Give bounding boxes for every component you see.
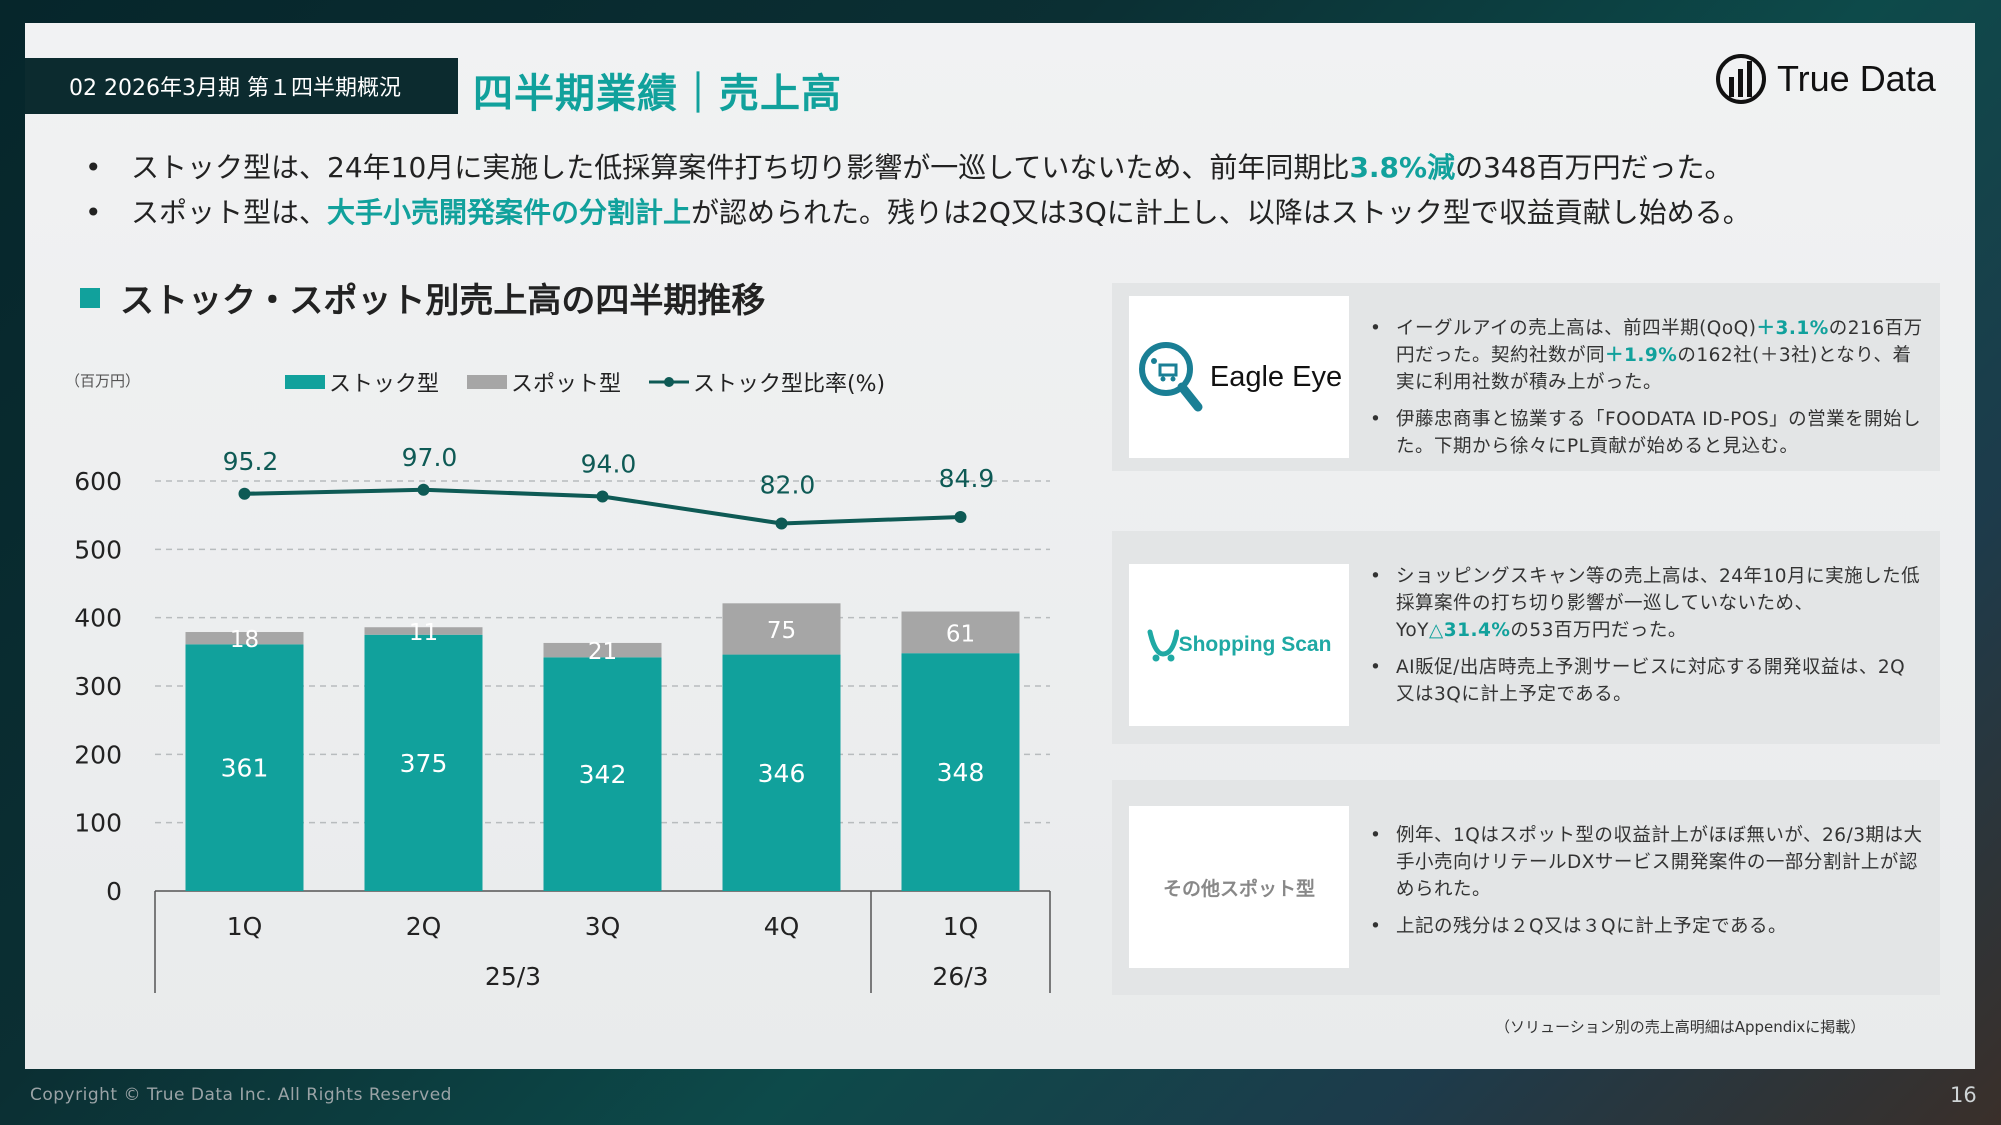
slide: 02 2026年3月期 第１四半期概況 四半期業績｜売上高 True Data … — [25, 23, 1975, 1069]
ratio-point — [596, 490, 609, 503]
y-tick-label: 500 — [74, 535, 122, 564]
revenue-chart: 0 100 200 300 400 500 600 361 18 1Q 375 11 2Q 342 21 3Q… — [74, 443, 1051, 993]
ratio-point — [417, 483, 430, 496]
card-bullet: 伊藤忠商事と協業する「FOODATA ID-POS」の営業を開始した。下期から徐… — [1364, 406, 1924, 460]
stock-value-label: 346 — [758, 759, 806, 788]
x-group-label: 25/3 — [485, 962, 541, 991]
spot-value-label: 75 — [767, 618, 796, 644]
logo-text: True Data — [1777, 58, 1936, 99]
ratio-value-label: 84.9 — [939, 464, 995, 493]
card-bullet: 上記の残分は２Q又は３Qに計上予定である。 — [1364, 913, 1924, 940]
x-tick-label: 3Q — [585, 912, 621, 941]
x-group-label: 26/3 — [932, 962, 988, 991]
bar-stock — [364, 634, 483, 891]
page-number: 16 — [1950, 1083, 1977, 1107]
x-tick-label: 1Q — [943, 912, 979, 941]
company-logo: True Data — [1715, 53, 1936, 105]
y-tick-label: 0 — [106, 877, 122, 906]
shopping-scan-logo: Shopping Scan — [1129, 564, 1349, 726]
y-tick-label: 200 — [74, 740, 122, 769]
ratio-value-label: 94.0 — [581, 450, 637, 479]
bar-spot — [901, 611, 1020, 654]
bar-spot — [185, 632, 304, 645]
bullet-text: AI販促/出店時売上予測サービスに対応する開発収益は、2Q又は3Qに計上予定であ… — [1396, 657, 1906, 705]
card-shopping-scan: Shopping Scan ショッピングスキャン等の売上高は、24年10月に実施… — [1112, 531, 1940, 744]
other-spot-label-box: その他スポット型 — [1129, 806, 1349, 968]
highlight-text: ＋1.9% — [1605, 345, 1678, 366]
bullet-text: 例年、1Qはスポット型の収益計上がほぼ無いが、26/3期は大手小売向けリテールD… — [1396, 825, 1923, 900]
heading-square-icon — [80, 287, 100, 308]
bar-spot — [364, 627, 483, 635]
bullet-text: の162社(＋3社)となり、着実に利用社数が積み上がった。 — [1396, 345, 1912, 393]
summary-item: スポット型は、大手小売開発案件の分割計上が認められた。残りは2Q又は3Qに計上し… — [85, 190, 1751, 235]
summary-item: ストック型は、24年10月に実施した低採算案件打ち切り影響が一巡していないため、… — [85, 145, 1751, 190]
ratio-value-label: 95.2 — [223, 447, 279, 476]
bar-spot — [722, 603, 841, 655]
bullet-text: 上記の残分は２Q又は３Qに計上予定である。 — [1396, 916, 1787, 937]
unit-label: （百万円） — [65, 372, 141, 390]
stock-value-label: 348 — [937, 758, 985, 787]
magnifier-cart-icon — [1138, 342, 1203, 412]
card-bullet: イーグルアイの売上高は、前四半期(QoQ)＋3.1%の216百万円だった。契約社… — [1364, 315, 1924, 396]
spot-value-label: 61 — [946, 621, 975, 647]
stock-value-label: 361 — [221, 754, 269, 783]
card-bullets: 例年、1Qはスポット型の収益計上がほぼ無いが、26/3期は大手小売向けリテールD… — [1364, 822, 1924, 950]
stock-value-label: 342 — [579, 760, 627, 789]
legend-spot: スポット型 — [467, 366, 621, 398]
card-bullet: ショッピングスキャン等の売上高は、24年10月に実施した低採算案件の打ち切り影響… — [1364, 563, 1924, 644]
x-tick-label: 1Q — [227, 912, 263, 941]
bar-stock — [185, 644, 304, 891]
bullet-text: イーグルアイの売上高は、前四半期(QoQ) — [1396, 318, 1757, 339]
card-eagle-eye: Eagle Eye イーグルアイの売上高は、前四半期(QoQ)＋3.1%の216… — [1112, 283, 1940, 471]
footnote: （ソリューション別の売上高明細はAppendixに掲載） — [1495, 1018, 1866, 1036]
legend-ratio: ストック型比率(%) — [649, 366, 885, 398]
ratio-point — [954, 510, 967, 523]
bar-stock — [543, 657, 662, 891]
spot-value-label: 18 — [230, 627, 259, 653]
copyright: Copyright © True Data Inc. All Rights Re… — [30, 1085, 452, 1105]
y-tick-label: 300 — [74, 672, 122, 701]
chart-legend: ストック型 スポット型 ストック型比率(%) — [285, 366, 885, 398]
legend-stock: ストック型 — [285, 366, 439, 398]
ratio-point — [775, 517, 788, 530]
y-tick-label: 100 — [74, 809, 122, 838]
true-data-logo-icon — [1716, 54, 1766, 104]
bar-spot — [543, 642, 662, 658]
chart-heading: ストック・スポット別売上高の四半期推移 — [80, 273, 765, 322]
bullet-text: の53百万円だった。 — [1510, 620, 1687, 641]
page-title: 四半期業績｜売上高 — [473, 71, 842, 117]
card-bullet: AI販促/出店時売上予測サービスに対応する開発収益は、2Q又は3Qに計上予定であ… — [1364, 654, 1924, 708]
card-other-spot: その他スポット型 例年、1Qはスポット型の収益計上がほぼ無いが、26/3期は大手… — [1112, 780, 1940, 995]
bar-stock — [901, 653, 1020, 891]
spot-value-label: 21 — [588, 639, 617, 665]
ratio-value-label: 82.0 — [760, 471, 816, 500]
card-bullets: ショッピングスキャン等の売上高は、24年10月に実施した低採算案件の打ち切り影響… — [1364, 563, 1924, 718]
ratio-value-label: 97.0 — [402, 443, 458, 472]
spot-value-label: 11 — [409, 620, 438, 646]
bullet-text: の216百万円だった。契約社数が同 — [1396, 318, 1923, 366]
card-bullet: 例年、1Qはスポット型の収益計上がほぼ無いが、26/3期は大手小売向けリテールD… — [1364, 822, 1924, 903]
bullet-text: ショッピングスキャン等の売上高は、24年10月に実施した低採算案件の打ち切り影響… — [1396, 566, 1921, 641]
y-tick-label: 600 — [74, 467, 122, 496]
summary-list: ストック型は、24年10月に実施した低採算案件打ち切り影響が一巡していないため、… — [85, 145, 1751, 235]
eagle-eye-logo: Eagle Eye — [1129, 296, 1349, 458]
card-bullets: イーグルアイの売上高は、前四半期(QoQ)＋3.1%の216百万円だった。契約社… — [1364, 315, 1924, 470]
y-tick-label: 400 — [74, 604, 122, 633]
section-tag: 02 2026年3月期 第１四半期概況 — [25, 58, 458, 114]
stock-value-label: 375 — [400, 749, 448, 778]
highlight-text: ＋3.1% — [1756, 318, 1829, 339]
x-tick-label: 4Q — [764, 912, 800, 941]
cart-icon — [1147, 629, 1179, 662]
bullet-text: 伊藤忠商事と協業する「FOODATA ID-POS」の営業を開始した。下期から徐… — [1396, 409, 1922, 457]
x-tick-label: 2Q — [406, 912, 442, 941]
ratio-point — [238, 487, 251, 500]
highlight-text: △31.4% — [1428, 620, 1511, 641]
bar-stock — [722, 654, 841, 891]
